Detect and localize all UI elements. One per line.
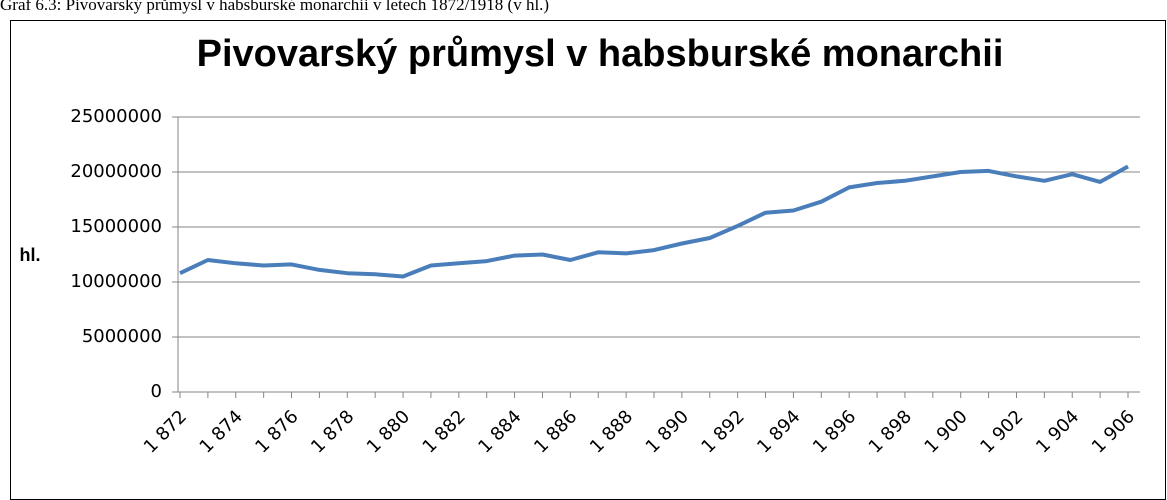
chart-title: Pivovarský průmysl v habsburské monarchi… [197, 33, 1004, 75]
y-tick-label: 10000000 [70, 271, 162, 292]
y-tick-label: 0 [151, 381, 162, 402]
y-tick-label: 5000000 [82, 326, 162, 347]
line-series [179, 164, 1129, 279]
y-tick-label: 25000000 [70, 106, 162, 127]
caption: Graf 6.3: Pivovarský průmysl v habsbursk… [0, 0, 549, 14]
y-tick-label: 15000000 [70, 216, 162, 237]
y-axis-label: hl. [20, 245, 41, 265]
y-tick-label: 20000000 [70, 161, 162, 182]
chart-border [10, 20, 1166, 500]
